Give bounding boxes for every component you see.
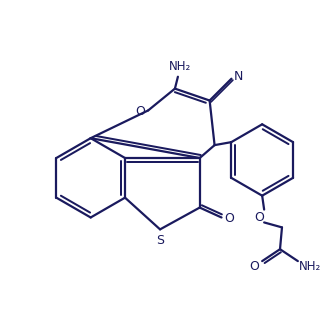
Text: S: S <box>156 234 164 247</box>
Text: O: O <box>224 212 234 225</box>
Text: NH₂: NH₂ <box>299 259 321 273</box>
Text: O: O <box>254 211 264 224</box>
Text: NH₂: NH₂ <box>169 60 191 73</box>
Text: O: O <box>135 105 145 118</box>
Text: N: N <box>234 70 243 83</box>
Text: O: O <box>249 259 259 273</box>
